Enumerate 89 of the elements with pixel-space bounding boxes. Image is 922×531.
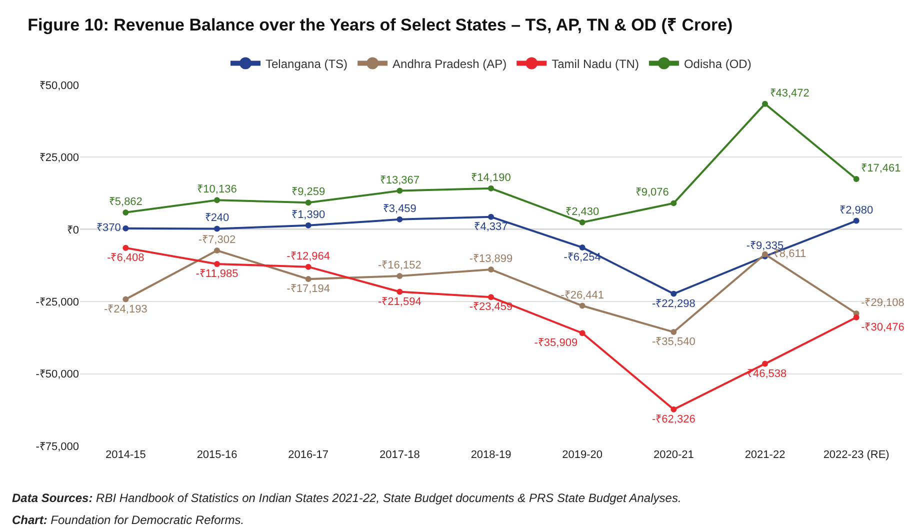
data-label: -₹35,909 [534, 337, 578, 350]
point [670, 406, 677, 412]
legend-label: Telangana (TS) [266, 56, 348, 71]
y-tick-label: ₹25,000 [39, 152, 79, 164]
data-label: ₹9,259 [292, 186, 326, 198]
point [579, 302, 586, 309]
y-tick-label: ₹0 [66, 224, 79, 236]
y-tick-label: -₹75,000 [36, 440, 79, 453]
point [214, 247, 220, 254]
data-label: ₹370 [96, 222, 121, 234]
point [305, 200, 312, 206]
y-tick-label: ₹50,000 [39, 80, 79, 92]
y-tick-label: -₹25,000 [36, 296, 79, 308]
x-tick-label: 2014-15 [105, 449, 146, 461]
data-label: -₹13,899 [469, 253, 513, 266]
x-tick-label: 2016-17 [288, 449, 329, 461]
legend-label: Tamil Nadu (TN) [552, 56, 639, 71]
data-label: -₹22,298 [652, 298, 696, 310]
point [762, 360, 768, 367]
point [214, 261, 220, 268]
x-tick-label: 2019-20 [562, 449, 603, 461]
text: Chart: Foundation for Democratic Reforms. [12, 513, 244, 527]
data-label: ₹1,390 [292, 208, 326, 221]
point [122, 225, 129, 232]
data-label: -₹6,254 [564, 251, 601, 264]
text: Data Sources: RBI Handbook of Statistics on Indian States 2021-22, State Budget documents & PRS State Budget Analyses. [12, 491, 682, 505]
x-tick-label: 2022-23 (RE) [823, 449, 890, 461]
data-label: ₹13,367 [380, 174, 420, 186]
data-label: ₹2,980 [840, 204, 874, 216]
data-label: ₹3,459 [382, 202, 416, 215]
data-label: -₹8,611 [770, 248, 806, 260]
data-label: -₹6,408 [107, 252, 144, 264]
data-label: ₹10,136 [197, 184, 237, 196]
point [670, 290, 677, 297]
x-tick-label: 2020-21 [653, 449, 694, 461]
point [579, 244, 586, 250]
point [670, 200, 677, 206]
data-label: -₹21,594 [378, 296, 422, 308]
data-label: -₹16,152 [378, 260, 422, 272]
point [396, 288, 403, 295]
point [396, 216, 403, 222]
data-label: ₹240 [204, 212, 230, 224]
data-label: -₹12,964 [286, 250, 330, 262]
data-label: -₹24,193 [104, 303, 148, 316]
point [488, 294, 494, 300]
point [488, 214, 494, 220]
data-label: -₹26,441 [560, 289, 604, 302]
y-tick-label: -₹50,000 [36, 368, 79, 381]
data-label: ₹5,862 [108, 196, 142, 208]
point [488, 266, 494, 273]
data-label: -₹35,540 [652, 336, 696, 348]
x-tick-label: 2021-22 [744, 449, 786, 461]
data-label: -₹11,985 [196, 268, 238, 280]
point [214, 226, 220, 232]
point [396, 188, 403, 194]
data-label: ₹14,190 [471, 172, 511, 184]
point [853, 218, 860, 224]
data-label: ₹17,461 [861, 162, 901, 174]
point [488, 185, 494, 192]
x-tick-label: 2018-19 [470, 449, 512, 461]
legend-label: Odisha (OD) [684, 56, 752, 71]
x-tick-label: 2017-18 [379, 449, 420, 461]
point [122, 244, 129, 251]
data-label: ₹2,430 [566, 206, 600, 218]
point [396, 273, 403, 280]
x-tick-label: 2015-16 [196, 449, 238, 461]
data-label: -₹23,459 [469, 301, 513, 314]
data-label: ₹43,472 [770, 87, 810, 100]
data-label: -₹30,476 [861, 321, 904, 334]
chart-title: Figure 10: Revenue Balance over the Years of Select States – TS, AP, TN & OD (₹ Crore) [28, 15, 733, 34]
data-label: -₹7,302 [198, 234, 236, 246]
data-label: -₹29,108 [861, 296, 904, 309]
point [122, 209, 129, 216]
data-label: ₹4,337 [474, 220, 508, 233]
data-label: -₹17,194 [286, 283, 330, 296]
point [670, 329, 677, 336]
point [305, 222, 312, 228]
legend-label: Andhra Pradesh (AP) [392, 56, 507, 71]
point [853, 176, 860, 182]
point [762, 100, 768, 107]
point [214, 197, 220, 204]
data-label: -₹62,326 [652, 413, 696, 426]
point [579, 219, 586, 226]
point [579, 330, 586, 336]
data-label: ₹9,076 [635, 186, 669, 199]
point [122, 296, 129, 302]
point [853, 314, 860, 320]
point [305, 276, 312, 282]
point [305, 264, 312, 270]
